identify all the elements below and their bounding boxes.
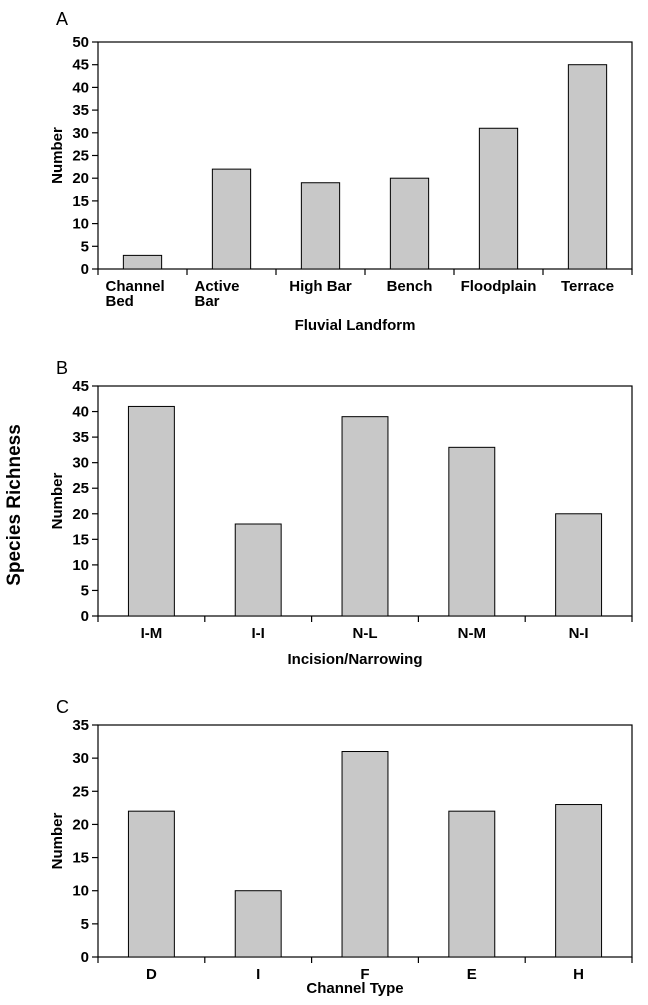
- y-tick-label: 15: [72, 531, 89, 548]
- x-category-label: High Bar: [289, 278, 352, 295]
- y-tick-label: 40: [72, 404, 89, 421]
- bar: [567, 64, 608, 270]
- x-category-label: N-I: [569, 625, 589, 642]
- y-tick-label: 15: [72, 193, 89, 210]
- y-tick-label: 30: [72, 125, 89, 142]
- x-category-label: F: [360, 966, 369, 983]
- chart-panel-b: B 0 5 10 15 20 25 30 35 40 45 I-M I-I N-L N-M N-I Incisi…: [49, 358, 633, 668]
- y-tick-label: 10: [72, 557, 89, 574]
- x-category-label: I-I: [252, 625, 265, 642]
- y-tick-label: 0: [81, 261, 89, 278]
- x-category-label: I-M: [141, 625, 163, 642]
- bar: [122, 254, 163, 270]
- x-category-label: N-L: [353, 625, 378, 642]
- y-tick-label: 50: [72, 34, 89, 51]
- bar: [211, 168, 252, 270]
- plot-frame: [97, 41, 633, 270]
- y-tick-label: 35: [72, 717, 89, 734]
- y-tick-label: 45: [72, 57, 89, 74]
- y-tick-label: 45: [72, 378, 89, 395]
- y-tick-label: 25: [72, 783, 89, 800]
- x-category-label: N-M: [458, 625, 486, 642]
- x-category-label: Bench: [387, 278, 433, 295]
- y-tick-label: 10: [72, 883, 89, 900]
- y-tick-label: 20: [72, 170, 89, 187]
- x-category-label: H: [573, 966, 584, 983]
- y-axis-title: Number: [49, 473, 66, 530]
- shared-y-axis-label: Species Richness: [4, 424, 25, 586]
- panel-letter: B: [56, 358, 68, 378]
- bar: [555, 513, 603, 617]
- bar: [389, 177, 430, 270]
- y-tick-label: 35: [72, 102, 89, 119]
- bar: [234, 523, 282, 617]
- y-axis-title: Number: [49, 813, 66, 870]
- x-axis-title: Channel Type: [306, 980, 403, 997]
- bar: [341, 751, 389, 958]
- bar: [127, 405, 175, 617]
- y-tick-label: 10: [72, 216, 89, 233]
- y-tick-label: 0: [81, 949, 89, 966]
- bar: [300, 182, 341, 270]
- y-tick-label: 5: [81, 582, 89, 599]
- y-tick-label: 20: [72, 816, 89, 833]
- x-category-label: I: [256, 966, 260, 983]
- chart-panel-a: A 0 5 10 15 20 25 30 35 40 45 50 Channel Bed Active Bar…: [49, 9, 633, 334]
- bar: [341, 416, 389, 617]
- bar: [478, 127, 519, 270]
- bar: [234, 890, 282, 958]
- panel-letter: A: [56, 9, 68, 29]
- y-tick-label: 5: [81, 238, 89, 255]
- chart-panel-c: C 0 5 10 15 20 25 30 35 D I F E H Channel Type Number: [49, 697, 633, 997]
- x-category-label: D: [146, 966, 157, 983]
- y-tick-label: 5: [81, 916, 89, 933]
- x-category-label: E: [467, 966, 477, 983]
- x-category-label: Terrace: [561, 278, 614, 295]
- x-category-label: Floodplain: [461, 278, 537, 295]
- panel-letter: C: [56, 697, 69, 717]
- x-category-label: Channel Bed: [106, 278, 165, 310]
- bar: [555, 804, 603, 958]
- bar: [448, 446, 496, 617]
- y-tick-label: 20: [72, 506, 89, 523]
- y-tick-label: 30: [72, 750, 89, 767]
- y-tick-label: 25: [72, 148, 89, 165]
- bar: [127, 810, 175, 958]
- x-category-label: Active Bar: [195, 278, 240, 310]
- y-tick-label: 35: [72, 429, 89, 446]
- x-axis-title: Incision/Narrowing: [287, 651, 422, 668]
- y-tick-label: 40: [72, 79, 89, 96]
- y-tick-label: 25: [72, 480, 89, 497]
- y-tick-label: 0: [81, 608, 89, 625]
- y-tick-label: 15: [72, 850, 89, 867]
- x-axis-title: Fluvial Landform: [295, 317, 416, 334]
- y-tick-label: 30: [72, 455, 89, 472]
- y-axis-title: Number: [49, 127, 66, 184]
- bar: [448, 810, 496, 958]
